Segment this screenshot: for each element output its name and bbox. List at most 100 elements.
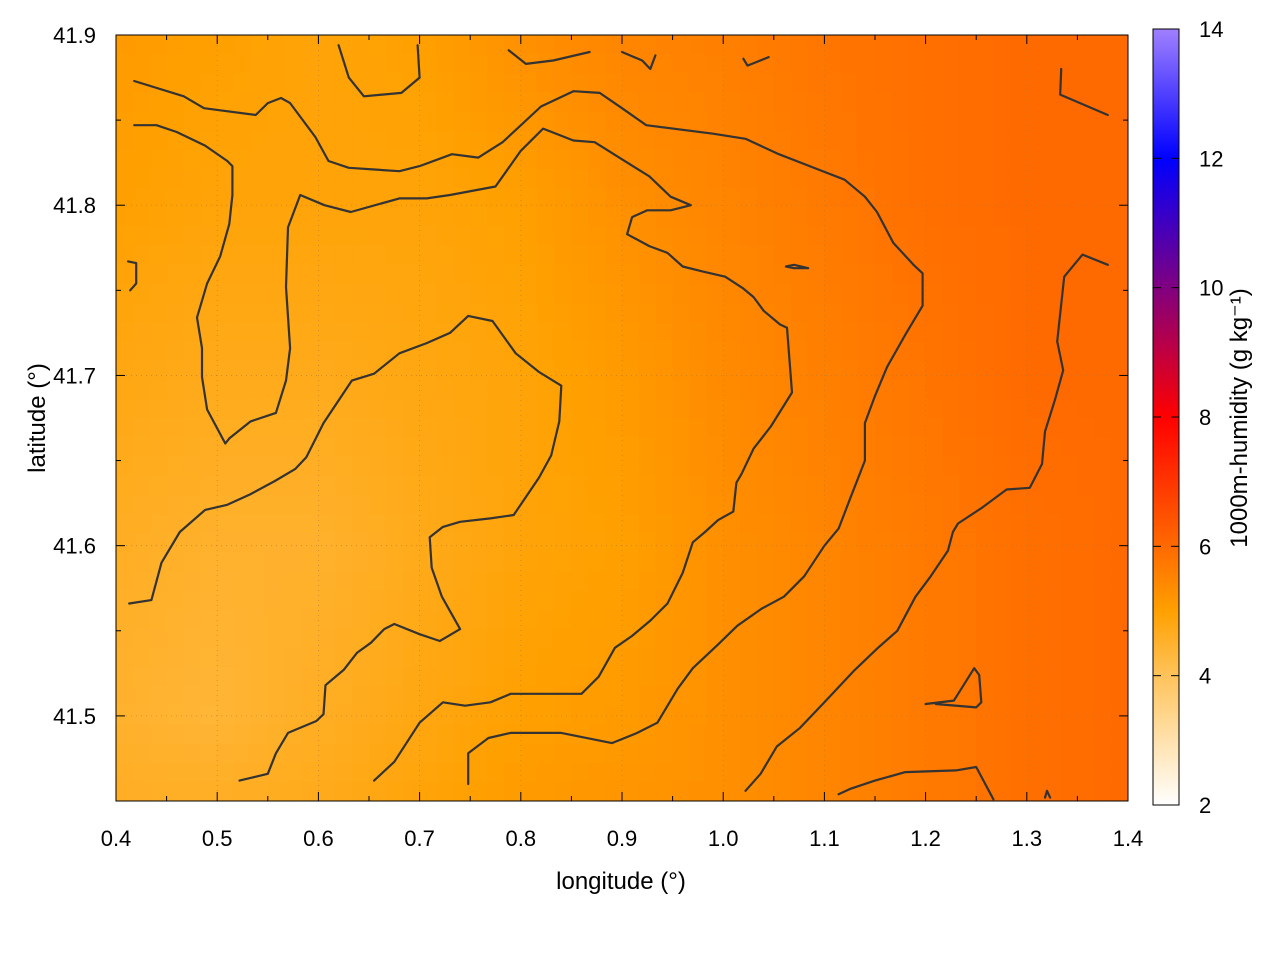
heatmap-cell — [993, 513, 1011, 534]
heatmap-cell — [436, 245, 455, 266]
heatmap-cell — [807, 73, 826, 94]
heatmap-cell — [369, 513, 387, 534]
heatmap-cell — [875, 54, 893, 75]
heatmap-cell — [166, 379, 185, 400]
heatmap-cell — [875, 398, 893, 419]
heatmap-cell — [1094, 762, 1112, 783]
heatmap-cell — [638, 762, 657, 783]
heatmap-cell — [284, 513, 303, 534]
heatmap-cell — [959, 111, 977, 132]
heatmap-cell — [622, 398, 640, 419]
heatmap-cell — [217, 437, 235, 458]
heatmap-cell — [352, 149, 370, 170]
heatmap-cell — [116, 264, 134, 285]
heatmap-cell — [993, 628, 1011, 649]
heatmap-cell — [942, 322, 961, 343]
heatmap-cell — [790, 111, 809, 132]
heatmap-cell — [571, 628, 590, 649]
heatmap-cell — [655, 743, 674, 764]
heatmap-cell — [807, 494, 826, 515]
heatmap-cell — [318, 111, 337, 132]
heatmap-cell — [807, 686, 826, 707]
heatmap-cell — [301, 245, 320, 266]
heatmap-cell — [875, 724, 893, 745]
heatmap-cell — [1094, 283, 1112, 304]
heatmap-cell — [672, 666, 691, 687]
heatmap-cell — [217, 590, 235, 611]
heatmap-cell — [537, 666, 556, 687]
heatmap-cell — [369, 437, 387, 458]
heatmap-cell — [824, 609, 843, 630]
heatmap-cell — [1060, 341, 1079, 362]
heatmap-cell — [335, 781, 353, 801]
heatmap-cell — [790, 666, 809, 687]
heatmap-cell — [875, 590, 893, 611]
heatmap-cell — [183, 762, 202, 783]
heatmap-cell — [1009, 245, 1028, 266]
heatmap-cell — [824, 532, 843, 553]
heatmap-cell — [1094, 437, 1112, 458]
heatmap-cell — [689, 724, 708, 745]
heatmap-cell — [385, 513, 404, 534]
heatmap-cell — [487, 724, 505, 745]
heatmap-cell — [959, 169, 977, 189]
heatmap-cell — [436, 360, 455, 381]
heatmap-cell — [622, 73, 640, 94]
heatmap-cell — [234, 341, 252, 362]
heatmap-cell — [891, 169, 910, 189]
heatmap-cell — [993, 245, 1011, 266]
heatmap-cell — [1009, 35, 1028, 55]
heatmap-cell — [301, 398, 320, 419]
heatmap-cell — [487, 283, 505, 304]
heatmap-cell — [1077, 303, 1096, 324]
heatmap-cell — [672, 609, 691, 630]
heatmap-cell — [1094, 552, 1112, 572]
heatmap-cell — [369, 303, 387, 324]
heatmap-cell — [1060, 188, 1079, 209]
heatmap-cell — [183, 647, 202, 668]
heatmap-cell — [453, 724, 471, 745]
heatmap-cell — [149, 169, 168, 189]
heatmap-cell — [1043, 762, 1062, 783]
heatmap-cell — [605, 743, 623, 764]
heatmap-cell — [655, 92, 674, 113]
heatmap-cell — [234, 322, 252, 343]
heatmap-cell — [1043, 341, 1062, 362]
heatmap-cell — [942, 762, 961, 783]
heatmap-cell — [284, 35, 303, 55]
heatmap-cell — [723, 207, 741, 228]
heatmap-cell — [116, 92, 134, 113]
heatmap-cell — [132, 283, 151, 304]
heatmap-cell — [419, 762, 438, 783]
heatmap-cell — [672, 283, 691, 304]
heatmap-cell — [335, 73, 353, 94]
heatmap-cell — [453, 283, 471, 304]
heatmap-cell — [655, 437, 674, 458]
heatmap-cell — [756, 360, 775, 381]
heatmap-cell — [1009, 322, 1028, 343]
heatmap-cell — [520, 552, 539, 572]
heatmap-cell — [993, 35, 1011, 55]
heatmap-cell — [959, 360, 977, 381]
heatmap-cell — [976, 264, 994, 285]
heatmap-cell — [1111, 398, 1128, 419]
heatmap-cell — [740, 762, 758, 783]
heatmap-cell — [740, 111, 758, 132]
heatmap-cell — [773, 686, 792, 707]
heatmap-cell — [942, 437, 961, 458]
heatmap-cell — [689, 188, 708, 209]
heatmap-cell — [773, 666, 792, 687]
heatmap-cell — [1009, 686, 1028, 707]
heatmap-cell — [166, 609, 185, 630]
heatmap-cell — [605, 456, 623, 477]
heatmap-cell — [1026, 609, 1045, 630]
heatmap-cell — [959, 628, 977, 649]
heatmap-cell — [436, 647, 455, 668]
heatmap-cell — [723, 398, 741, 419]
heatmap-cell — [672, 437, 691, 458]
heatmap-cell — [638, 245, 657, 266]
heatmap-cell — [166, 35, 185, 55]
heatmap-cell — [925, 303, 944, 324]
heatmap-cell — [487, 628, 505, 649]
heatmap-cell — [875, 532, 893, 553]
